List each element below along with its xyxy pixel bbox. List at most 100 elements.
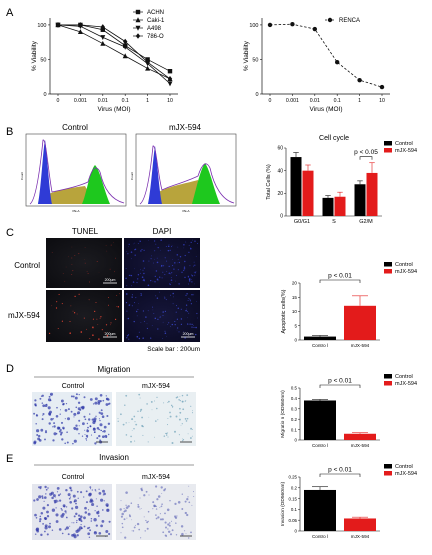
cell-speck <box>194 262 195 263</box>
cell-speck <box>192 412 193 413</box>
cell-speck <box>100 394 103 397</box>
cell-speck <box>155 244 156 245</box>
cell-speck <box>78 407 81 410</box>
cell-speck <box>133 281 134 282</box>
cell-speck <box>115 319 116 320</box>
cell-speck <box>78 514 80 516</box>
cell-speck <box>131 418 133 420</box>
cell-speck <box>67 442 69 444</box>
cell-speck <box>75 425 77 427</box>
cell-speck <box>188 298 189 299</box>
cell-speck <box>88 493 91 496</box>
cell-speck <box>147 328 148 329</box>
cell-speck <box>41 495 43 497</box>
cell-speck <box>193 496 194 497</box>
cell-speck <box>143 260 145 262</box>
migration-title: Migration <box>98 365 131 374</box>
cell-speck <box>68 408 70 410</box>
cell-speck <box>95 397 98 400</box>
cell-speck <box>105 530 108 533</box>
cell-speck <box>184 261 185 262</box>
cell-speck <box>135 255 136 256</box>
x-tick-label: 1 <box>146 98 149 104</box>
cell-speck <box>170 284 171 285</box>
cell-speck <box>194 284 195 285</box>
cell-speck <box>63 273 64 274</box>
cell-speck <box>191 303 192 304</box>
cell-speck <box>72 270 73 271</box>
cell-speck <box>137 309 138 310</box>
cell-speck <box>154 437 155 438</box>
cell-speck <box>89 486 91 488</box>
cell-speck <box>177 330 178 331</box>
cell-speck <box>99 418 100 419</box>
cell-speck <box>74 429 75 430</box>
bar-control <box>323 198 334 216</box>
cell-speck <box>190 437 192 439</box>
cell-speck <box>39 398 41 400</box>
cell-speck <box>152 508 153 509</box>
cell-speck <box>193 294 194 295</box>
cell-speck <box>188 313 189 314</box>
cell-speck <box>174 431 176 433</box>
cell-speck <box>93 428 96 431</box>
cell-speck <box>194 241 195 242</box>
cell-speck <box>169 522 170 523</box>
cell-speck <box>176 312 177 313</box>
cell-speck <box>104 435 107 438</box>
cell-speck <box>69 501 72 504</box>
cell-speck <box>126 293 127 294</box>
cell-speck <box>111 245 112 246</box>
cell-speck <box>193 266 194 267</box>
cell-speck <box>170 250 171 251</box>
cell-speck <box>69 321 70 322</box>
y-tick-label: 10 <box>292 309 298 314</box>
cell-speck <box>99 420 100 421</box>
cell-speck <box>69 526 70 527</box>
cell-speck <box>72 443 74 445</box>
cell-speck <box>167 324 168 325</box>
cell-speck <box>160 513 161 514</box>
cell-speck <box>141 417 143 419</box>
legend-label: Control <box>395 262 413 268</box>
cell-speck <box>100 400 102 402</box>
cell-speck <box>158 495 161 498</box>
x-tick-label: 0.01 <box>98 98 108 104</box>
cell-speck <box>128 318 130 320</box>
cell-speck <box>84 318 85 319</box>
migration-control-label: Control <box>62 383 85 390</box>
cell-speck <box>93 328 94 329</box>
legend-label: Control <box>395 464 413 470</box>
cell-speck <box>36 498 39 501</box>
cell-speck <box>128 339 129 340</box>
cell-speck <box>148 261 149 262</box>
cell-speck <box>150 337 151 338</box>
cell-speck <box>45 431 47 433</box>
cell-speck <box>56 407 58 409</box>
cell-speck <box>83 496 84 497</box>
cell-speck <box>167 528 168 529</box>
cell-speck <box>161 493 162 494</box>
cell-speck <box>56 301 57 302</box>
cell-speck <box>132 294 133 295</box>
cell-speck <box>162 277 163 278</box>
cell-speck <box>157 419 158 420</box>
cell-speck <box>129 304 130 305</box>
category-label: Contro l <box>312 443 328 448</box>
cell-speck <box>71 507 73 509</box>
cell-speck <box>159 507 160 508</box>
cell-speck <box>109 521 111 523</box>
y-axis-label: Invasion (OD560nm) <box>280 481 286 526</box>
cell-speck <box>48 282 49 283</box>
scalebar-text-tunel-treated: 200μm <box>105 332 116 336</box>
cell-speck <box>175 324 176 325</box>
cell-speck <box>84 259 85 260</box>
cell-speck <box>41 512 44 515</box>
cell-speck <box>146 403 148 405</box>
data-point-renca <box>335 60 339 64</box>
cell-speck <box>181 318 182 319</box>
cell-speck <box>76 522 77 523</box>
cell-speck <box>171 277 172 278</box>
scalebar-text-tunel-control: 200μm <box>105 278 116 282</box>
cell-speck <box>124 405 125 406</box>
